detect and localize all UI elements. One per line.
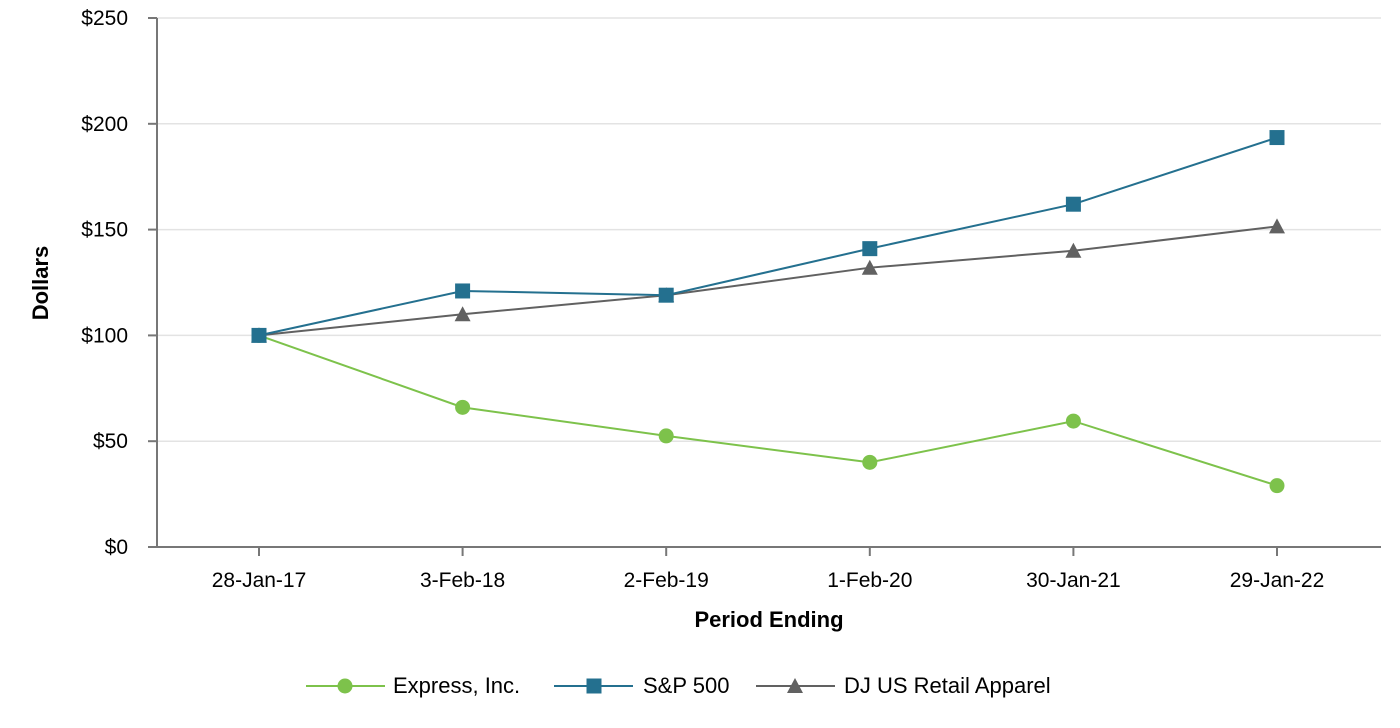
data-point-dj-us-retail-apparel bbox=[454, 306, 471, 322]
legend-label-sp500: S&P 500 bbox=[643, 673, 729, 698]
y-axis-title: Dollars bbox=[28, 246, 53, 321]
x-tick-label: 3-Feb-18 bbox=[420, 569, 505, 592]
data-point-dj-us-retail-apparel bbox=[1269, 218, 1285, 234]
series-express-inc bbox=[251, 327, 1285, 494]
y-tick-label: $0 bbox=[105, 536, 128, 559]
data-point-express-inc bbox=[1065, 413, 1081, 429]
y-tick-label: $250 bbox=[81, 7, 128, 30]
series-dj-us-retail-apparel bbox=[251, 218, 1285, 343]
series-s-p-500 bbox=[251, 130, 1285, 343]
data-point-express-inc bbox=[455, 399, 471, 415]
legend-label-dj-retail: DJ US Retail Apparel bbox=[844, 673, 1051, 698]
series-line-s-p-500 bbox=[258, 136, 1278, 337]
legend-item-dj-retail: DJ US Retail Apparel bbox=[756, 673, 1051, 698]
gridlines bbox=[157, 17, 1381, 442]
data-point-s-p-500 bbox=[862, 241, 878, 257]
data-point-s-p-500 bbox=[1269, 130, 1285, 146]
data-point-dj-us-retail-apparel bbox=[1065, 242, 1082, 258]
data-point-s-p-500 bbox=[251, 327, 267, 343]
legend-label-express: Express, Inc. bbox=[393, 673, 520, 698]
series-line-dj-us-retail-apparel bbox=[258, 225, 1278, 337]
y-tick-label: $200 bbox=[81, 113, 128, 136]
legend-item-express: Express, Inc. bbox=[306, 673, 520, 698]
legend-marker-sp500 bbox=[586, 678, 602, 694]
x-tick-label: 28-Jan-17 bbox=[212, 569, 307, 592]
data-point-s-p-500 bbox=[1065, 196, 1081, 212]
data-point-express-inc bbox=[1269, 478, 1285, 494]
x-tick-label: 30-Jan-21 bbox=[1026, 569, 1121, 592]
legend: Express, Inc. S&P 500 DJ US Retail Appar… bbox=[306, 673, 1051, 698]
data-point-express-inc bbox=[862, 454, 878, 470]
x-ticks: 28-Jan-17 3-Feb-18 2-Feb-19 1-Feb-20 30-Jan-… bbox=[212, 547, 1325, 592]
series-line-express-inc bbox=[258, 334, 1278, 487]
series-layer bbox=[251, 130, 1285, 494]
y-ticks: $0 $50 $100 $150 $200 $250 bbox=[81, 7, 157, 559]
x-tick-label: 1-Feb-20 bbox=[827, 569, 912, 592]
x-tick-label: 2-Feb-19 bbox=[624, 569, 709, 592]
y-tick-label: $50 bbox=[93, 430, 128, 453]
x-tick-label: 29-Jan-22 bbox=[1230, 569, 1325, 592]
data-point-dj-us-retail-apparel bbox=[861, 259, 878, 275]
x-axis-title: Period Ending bbox=[694, 607, 843, 632]
data-point-s-p-500 bbox=[455, 283, 471, 299]
legend-marker-dj-retail bbox=[787, 678, 803, 693]
y-tick-label: $100 bbox=[81, 324, 128, 347]
legend-item-sp500: S&P 500 bbox=[554, 673, 729, 698]
legend-marker-express bbox=[337, 678, 353, 694]
y-tick-label: $150 bbox=[81, 219, 128, 242]
data-point-express-inc bbox=[658, 428, 674, 444]
axes bbox=[156, 18, 1381, 548]
data-point-s-p-500 bbox=[658, 287, 674, 303]
